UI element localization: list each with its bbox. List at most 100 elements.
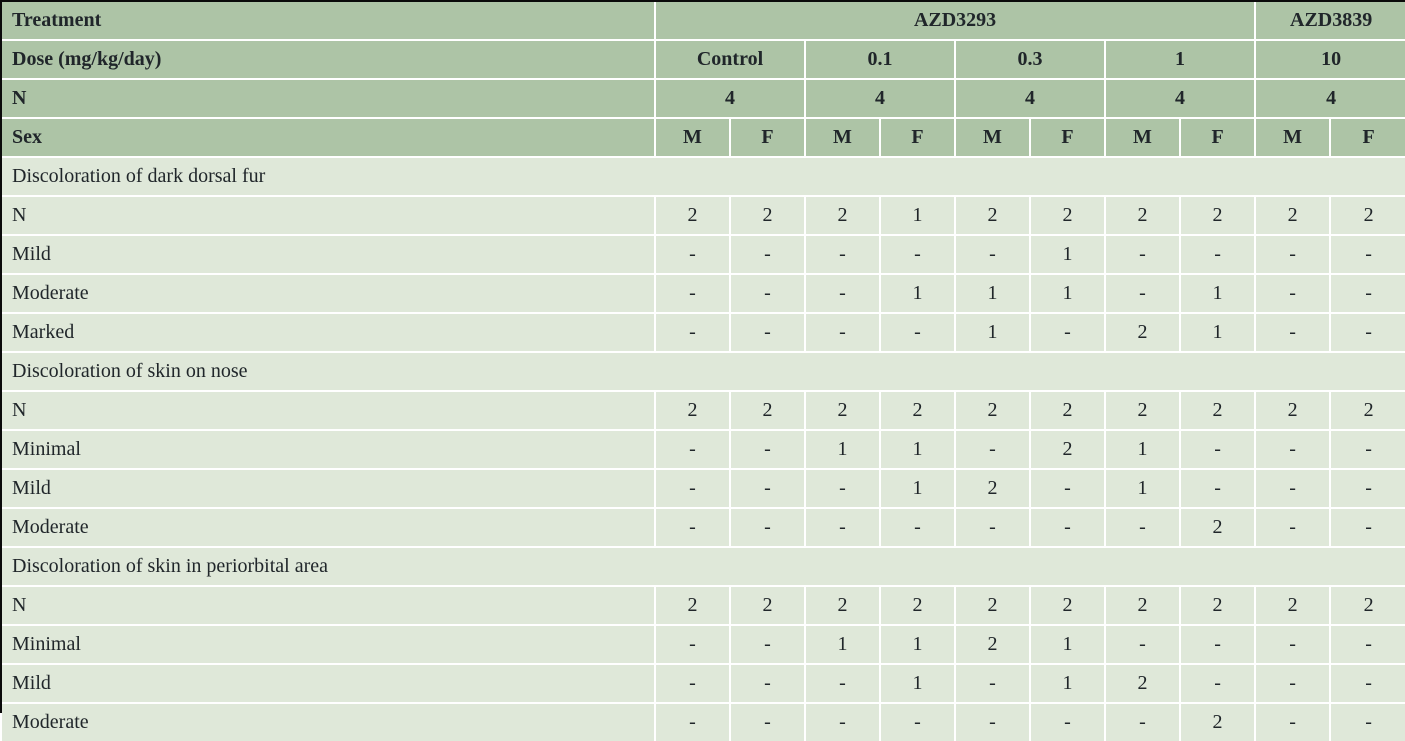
data-cell: - xyxy=(879,702,956,741)
data-cell: - xyxy=(879,234,956,275)
row-label: Minimal xyxy=(2,624,656,665)
header-cell: 4 xyxy=(1103,78,1257,119)
table-row: Moderate - - - - - - -2- - xyxy=(2,702,1405,741)
table-row: Mild - - -1 2-1- - - xyxy=(2,468,1405,509)
data-cell: 1 xyxy=(804,624,881,665)
data-cell: 2 xyxy=(1178,702,1257,741)
header-cell: F xyxy=(879,117,956,158)
data-cell: 2 xyxy=(654,390,731,431)
data-cell: 2 xyxy=(1178,390,1257,431)
header-cell: 0.3 xyxy=(954,39,1106,80)
data-cell: - xyxy=(954,234,1031,275)
data-cell: - xyxy=(1329,273,1405,314)
data-cell: 2 xyxy=(1329,585,1405,626)
data-cell: - xyxy=(1104,234,1181,275)
data-cell: - xyxy=(954,429,1031,470)
data-cell: 2 xyxy=(729,390,806,431)
table-row: Minimal - -1 1-2 1- - - xyxy=(2,429,1405,470)
data-cell: - xyxy=(729,624,806,665)
row-label: Mild xyxy=(2,468,656,509)
data-cell: 2 xyxy=(1104,312,1181,353)
header-row: Sex M F M F M F M F M F xyxy=(2,117,1405,158)
header-row-label: Sex xyxy=(2,117,656,158)
data-cell: - xyxy=(654,507,731,548)
data-cell: 1 xyxy=(879,624,956,665)
data-cell: 1 xyxy=(879,273,956,314)
data-cell: 1 xyxy=(1029,624,1106,665)
header-cell: 4 xyxy=(1254,78,1405,119)
data-cell: 2 xyxy=(1178,195,1257,236)
header-cell: 1 xyxy=(1103,39,1257,80)
header-cell: 10 xyxy=(1254,39,1405,80)
data-cell: 2 xyxy=(879,390,956,431)
data-cell: - xyxy=(1254,312,1332,353)
data-cell: - xyxy=(1329,468,1405,509)
data-cell: - xyxy=(1029,312,1106,353)
header-cell: F xyxy=(729,117,806,158)
header-cell: Control xyxy=(654,39,806,80)
data-cell: 2 xyxy=(1029,429,1106,470)
row-label: N xyxy=(2,390,656,431)
data-cell: 2 xyxy=(804,585,881,626)
table-row: Marked - - - -1-2 1- - xyxy=(2,312,1405,353)
header-cell: M xyxy=(1254,117,1332,158)
header-cell: M xyxy=(804,117,881,158)
row-label: Mild xyxy=(2,663,656,704)
data-cell: 2 xyxy=(1104,390,1181,431)
data-cell: - xyxy=(1329,663,1405,704)
header-row: Treatment AZD3293 AZD3839 xyxy=(2,2,1405,41)
data-cell: 1 xyxy=(1178,312,1257,353)
data-cell: - xyxy=(1329,312,1405,353)
data-cell: 1 xyxy=(879,468,956,509)
data-cell: - xyxy=(729,234,806,275)
table-row: Mild - - - - -1- - - - xyxy=(2,234,1405,275)
table-row: Moderate - - - - - - -2- - xyxy=(2,507,1405,548)
section-title-row: Discoloration of skin in periorbital are… xyxy=(2,546,1405,587)
data-cell: - xyxy=(804,663,881,704)
data-cell: 2 xyxy=(1329,195,1405,236)
data-cell: 2 xyxy=(954,390,1031,431)
section-title-row: Discoloration of skin on nose xyxy=(2,351,1405,392)
data-cell: 2 xyxy=(1329,390,1405,431)
header-cell: M xyxy=(954,117,1031,158)
data-cell: - xyxy=(1329,702,1405,741)
data-cell: - xyxy=(1329,429,1405,470)
data-cell: - xyxy=(1178,624,1257,665)
row-label: Moderate xyxy=(2,273,656,314)
data-cell: 1 xyxy=(879,195,956,236)
data-cell: 2 xyxy=(1254,195,1332,236)
data-cell: 1 xyxy=(1104,468,1181,509)
data-cell: 2 xyxy=(954,195,1031,236)
header-row: Dose (mg/kg/day) Control 0.1 0.3 1 10 xyxy=(2,39,1405,80)
header-cell: AZD3839 xyxy=(1254,2,1405,41)
row-label: N xyxy=(2,585,656,626)
row-label: Marked xyxy=(2,312,656,353)
data-cell: - xyxy=(1029,702,1106,741)
data-cell: - xyxy=(1254,663,1332,704)
data-cell: - xyxy=(804,702,881,741)
data-cell: 2 xyxy=(1178,507,1257,548)
data-cell: - xyxy=(954,702,1031,741)
data-cell: - xyxy=(804,273,881,314)
data-cell: - xyxy=(654,663,731,704)
data-cell: - xyxy=(1104,702,1181,741)
table-row: Moderate - - -1 1 1-1- - xyxy=(2,273,1405,314)
data-cell: 1 xyxy=(1029,234,1106,275)
data-cell: - xyxy=(1029,468,1106,509)
data-cell: - xyxy=(729,507,806,548)
header-cell: M xyxy=(1104,117,1181,158)
data-cell: 2 xyxy=(654,195,731,236)
row-label: Mild xyxy=(2,234,656,275)
data-cell: - xyxy=(729,429,806,470)
data-cell: - xyxy=(804,234,881,275)
data-cell: 2 xyxy=(729,585,806,626)
row-label: Moderate xyxy=(2,702,656,741)
data-cell: 2 xyxy=(1104,195,1181,236)
table-row: Minimal - -1 1 2 1- - - - xyxy=(2,624,1405,665)
data-cell: - xyxy=(1178,429,1257,470)
